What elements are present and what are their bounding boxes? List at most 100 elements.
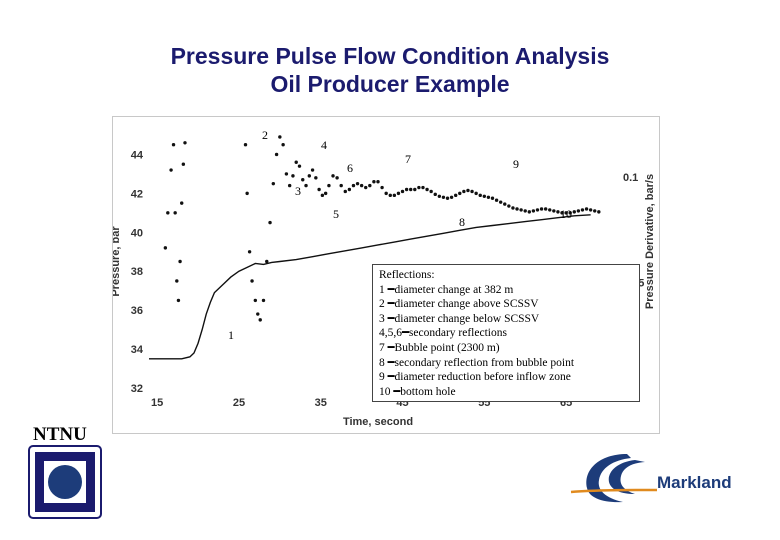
scatter-point [245,191,249,196]
scatter-point [173,211,177,215]
annotation-8: 8 [459,215,465,229]
legend-item: 10 ━bottom hole [379,385,456,398]
scatter-point [543,207,548,211]
scatter-point [176,298,181,303]
annotation-3: 3 [295,184,301,198]
scatter-point [482,194,487,199]
scatter-point [258,318,262,322]
scatter-point [250,279,254,283]
markland-logo-text: Markland [657,473,732,492]
x-tick-label: 35 [315,397,327,409]
x-tick-label: 25 [233,397,245,409]
scatter-point [433,192,437,197]
y2-axis-title: Pressure Derivative, bar/s [644,174,656,309]
markland-logo: Markland [570,454,732,503]
scatter-point [556,210,560,214]
pressure-line [149,214,591,360]
annotation-5: 5 [333,207,339,221]
scatter-point [247,250,252,254]
scatter-point [429,189,433,194]
legend-item: 8 ━secondary reflection from bubble poin… [379,356,575,369]
scatter-point [400,189,405,194]
scatter-point [593,209,597,213]
annotation-6: 6 [347,161,353,175]
scatter-point [519,208,523,212]
scatter-point [301,178,305,182]
scatter-point [307,174,311,178]
scatter-point [253,298,258,303]
scatter-point [180,201,184,205]
scatter-point [511,206,515,210]
scatter-point [359,183,364,188]
scatter-point [372,180,376,184]
scatter-point [576,209,581,213]
scatter-point [572,210,576,214]
scatter-point [314,176,318,180]
scatter-point [317,187,321,192]
scatter-point [163,246,168,250]
scatter-point [256,312,260,316]
scatter-point [376,180,380,184]
scatter-point [331,174,335,178]
scatter-point [181,162,186,166]
scatter-point [388,193,392,198]
x-tick-label: 15 [151,397,163,409]
y2-tick-label: 0.1 [623,172,638,184]
annotation-9: 9 [513,157,519,171]
ntnu-logo-icon [28,445,102,519]
annotation-4: 4 [321,138,327,152]
ntnu-logo-text: NTNU [33,424,87,445]
scatter-point [351,183,356,188]
scatter-point [310,168,315,172]
scatter-point [368,183,372,188]
scatter-point [535,208,540,212]
scatter-point [335,176,339,180]
scatter-point [409,187,413,192]
scatter-point [478,193,482,198]
scatter-point [470,189,474,194]
scatter-point [466,188,470,193]
scatter-point [552,209,556,213]
scatter-point [297,164,302,168]
scatter-point [396,191,401,196]
x-axis-title: Time, second [343,416,413,428]
chart-title-line-1: Pressure Pulse Flow Condition Analysis [170,43,610,69]
y-tick-label: 44 [131,149,144,161]
annotation-2: 2 [262,128,268,142]
scatter-point [291,174,295,178]
scatter-point [445,196,450,200]
scatter-point [417,185,421,190]
scatter-point [274,152,279,157]
scatter-point [523,209,527,213]
legend-item: 3 ━diameter change below SCSSV [379,312,540,325]
scatter-point [588,208,593,212]
scatter-point [278,135,282,139]
scatter-point [320,193,325,198]
chart-title-line-2: Oil Producer Example [270,71,510,97]
scatter-point [265,259,269,264]
annotation-1: 1 [228,328,234,342]
scatter-point [568,211,572,215]
scatter-point [462,189,466,194]
scatter-point [392,193,397,198]
scatter-point [503,202,507,206]
scatter-point [384,191,388,196]
scatter-point [380,185,384,190]
scatter-point [178,259,182,264]
scatter-point [441,195,446,199]
scatter-point [243,143,248,147]
scatter-point [323,191,328,196]
scatter-point [421,185,425,190]
y-tick-label: 34 [131,344,144,356]
scatter-point [458,191,462,196]
scatter-point [347,187,352,192]
scatter-point [539,207,544,211]
scatter-point [175,279,179,283]
legend-item: 7 ━Bubble point (2300 m) [379,341,500,354]
y-tick-label: 36 [131,305,143,317]
legend-item: 4,5,6━secondary reflections [379,327,507,340]
scatter-point [304,183,308,188]
scatter-point [437,194,442,199]
scatter-point [339,183,343,188]
